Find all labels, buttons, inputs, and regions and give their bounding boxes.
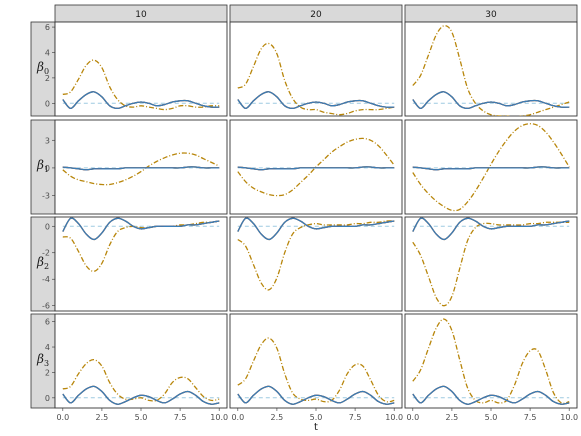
series-line-estimate_c: [62, 217, 220, 241]
x-tick-label: 10.0: [560, 413, 578, 422]
y-tick-label: -2: [42, 249, 50, 258]
y-tick-label: 2: [45, 368, 50, 377]
series-line-estimate_d: [62, 220, 220, 272]
series-line-estimate_c: [62, 385, 220, 405]
series-line-estimate_d: [62, 359, 220, 402]
panel-series: [412, 25, 570, 116]
column-strip-label: 10: [135, 10, 147, 20]
series-line-estimate_c: [62, 166, 220, 171]
panel-frame: [229, 216, 403, 312]
x-tick-label: 7.5: [524, 413, 537, 422]
y-tick-label: 0: [45, 394, 50, 403]
panel-frame: [404, 313, 578, 409]
x-tick-label: 2.5: [96, 413, 109, 422]
row-strip-subscript: 3: [44, 359, 49, 368]
series-line-estimate_c: [412, 217, 570, 241]
row-strip-subscript: 2: [44, 262, 49, 271]
series-line-estimate_c: [412, 91, 570, 110]
y-tick-label: -3: [42, 192, 50, 201]
x-tick-label: 2.5: [446, 413, 459, 422]
series-line-estimate_d: [62, 152, 220, 186]
y-tick-label: 4: [45, 48, 50, 57]
y-tick-label: 2: [45, 74, 50, 83]
y-tick-label: 6: [45, 318, 50, 327]
panel-frame: [229, 21, 403, 117]
series-line-estimate_c: [412, 385, 570, 405]
column-strip-label: 20: [310, 10, 322, 20]
x-tick-label: 10.0: [210, 413, 228, 422]
x-tick-label: 0.0: [231, 413, 244, 422]
panels: [54, 21, 578, 409]
row-strip-subscript: 1: [44, 165, 49, 174]
panel-frame: [54, 119, 228, 215]
panel-frame: [54, 313, 228, 409]
x-tick-label: 7.5: [174, 413, 187, 422]
y-tick-label: 0: [45, 164, 50, 173]
series-line-estimate_d: [237, 220, 395, 291]
y-tick-label: 0: [45, 99, 50, 108]
panel-frame: [404, 21, 578, 117]
panel-series: [412, 123, 570, 212]
series-line-estimate_d: [62, 59, 220, 111]
panel-series: [237, 337, 395, 405]
panel-series: [62, 59, 220, 111]
x-tick-label: 2.5: [271, 413, 284, 422]
x-tick-label: 5.0: [135, 413, 148, 422]
series-line-estimate_c: [237, 385, 395, 405]
panel-frame: [54, 216, 228, 312]
panel-series: [237, 137, 395, 197]
series-line-estimate_d: [412, 221, 570, 307]
panel-series: [412, 318, 570, 405]
series-line-estimate_d: [412, 123, 570, 212]
y-tick-label: 6: [45, 23, 50, 32]
y-tick-label: 0: [45, 222, 50, 231]
series-line-estimate_c: [237, 217, 395, 241]
panel-series: [237, 42, 395, 116]
series-line-estimate_d: [237, 137, 395, 197]
column-strips: 10 20 30: [54, 4, 578, 23]
x-tick-label: 0.0: [56, 413, 69, 422]
series-line-estimate_d: [412, 25, 570, 116]
row-strip-subscript: 0: [44, 67, 49, 76]
y-tick-label: 3: [45, 136, 50, 145]
series-line-estimate_c: [412, 166, 570, 171]
row-strip-bg: [30, 313, 56, 409]
series-line-estimate_d: [237, 337, 395, 403]
x-tick-label: 5.0: [485, 413, 498, 422]
panel-frame: [404, 119, 578, 215]
panel-series: [412, 217, 570, 307]
row-strip-bg: [30, 216, 56, 312]
y-tick-label: -6: [42, 302, 50, 311]
panel-series: [62, 359, 220, 405]
panel-series: [62, 152, 220, 186]
x-axis-title: t: [314, 422, 318, 433]
series-line-estimate_c: [237, 91, 395, 110]
panel-series: [62, 217, 220, 272]
panel-series: [237, 217, 395, 291]
column-strip-label: 30: [485, 10, 497, 20]
series-line-estimate_c: [62, 91, 220, 110]
x-tick-label: 5.0: [310, 413, 323, 422]
x-tick-label: 0.0: [406, 413, 419, 422]
panel-frame: [404, 216, 578, 312]
y-tick-label: -4: [42, 275, 50, 284]
series-line-estimate_c: [237, 166, 395, 171]
x-axes: 0.0 2.5 5.0 7.5 10.0 0.0 2.5 5.0 7.5 10.0 0.0 2.5 5.…: [56, 408, 578, 422]
x-tick-label: 7.5: [349, 413, 362, 422]
series-line-estimate_d: [412, 318, 570, 405]
row-strip-bg: [30, 119, 56, 215]
y-tick-label: 4: [45, 343, 50, 352]
x-tick-label: 10.0: [385, 413, 403, 422]
series-line-estimate_d: [237, 42, 395, 116]
